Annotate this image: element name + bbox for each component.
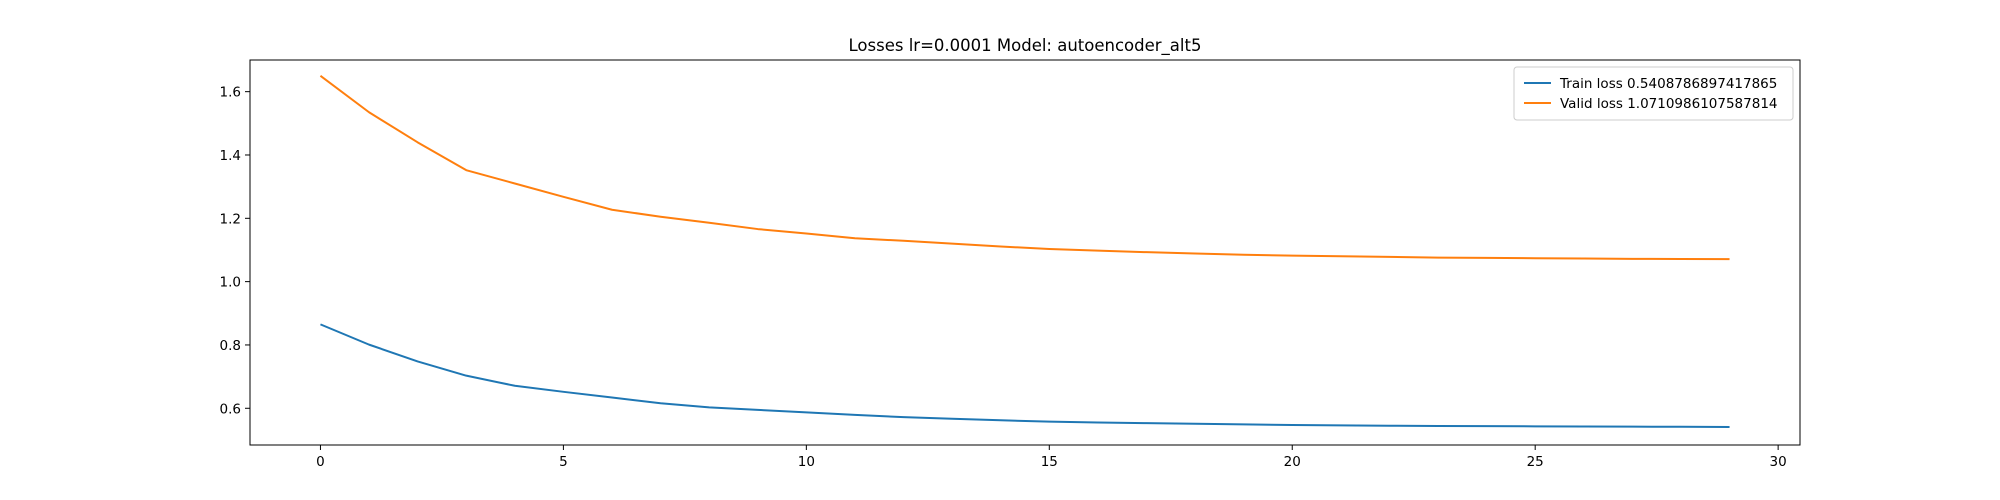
x-tick-label: 30 [1770, 454, 1787, 470]
x-tick-label: 0 [316, 454, 325, 470]
x-tick-label: 20 [1284, 454, 1301, 470]
x-axis: 0 5 10 15 20 25 30 [316, 445, 1787, 470]
chart-title: Losses lr=0.0001 Model: autoencoder_alt5 [849, 36, 1202, 56]
x-tick-label: 10 [798, 454, 815, 470]
y-tick-label: 1.4 [220, 148, 241, 164]
legend-label-1: Valid loss 1.0710986107587814 [1560, 96, 1778, 112]
y-tick-label: 0.8 [220, 338, 241, 354]
series-line-1 [319, 75, 1730, 261]
x-tick-label: 15 [1041, 454, 1058, 470]
legend: Train loss 0.5408786897417865 Valid loss … [1513, 66, 1794, 121]
y-axis: 0.6 0.8 1.0 1.2 1.4 1.6 [220, 85, 250, 417]
y-tick-label: 1.6 [220, 85, 241, 101]
plot-area-frame [249, 59, 1801, 446]
legend-box [1513, 66, 1794, 121]
x-tick-label: 25 [1527, 454, 1544, 470]
y-tick-label: 1.2 [220, 211, 241, 227]
y-tick-label: 1.0 [220, 275, 241, 291]
series-line-0 [320, 323, 1730, 428]
legend-label-0: Train loss 0.5408786897417865 [1559, 76, 1777, 92]
y-tick-label: 0.6 [220, 401, 241, 417]
plot-lines [319, 75, 1730, 428]
x-tick-label: 5 [559, 454, 568, 470]
